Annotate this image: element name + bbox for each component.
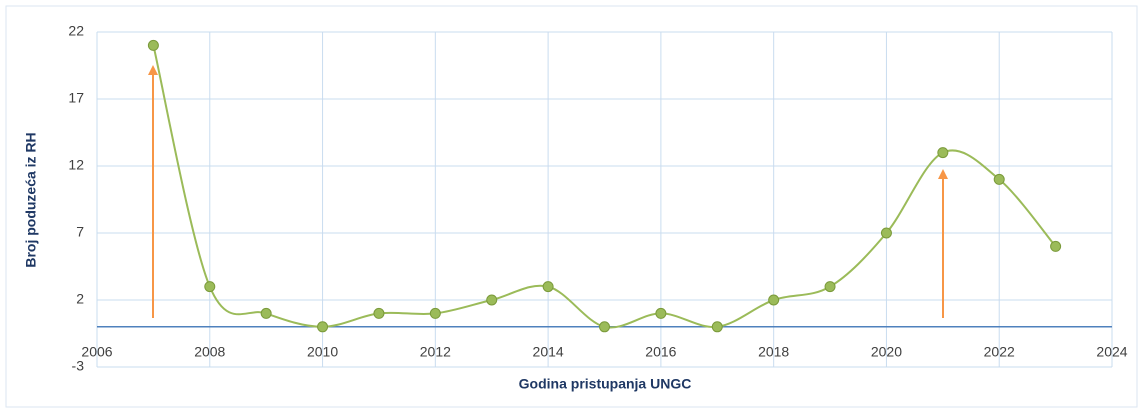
- chart-frame: [5, 5, 1138, 408]
- marker: [373, 307, 385, 319]
- x-tick-label: 2014: [533, 344, 564, 360]
- x-tick-label: 2012: [420, 344, 451, 360]
- x-tick-label: 2022: [984, 344, 1015, 360]
- x-tick-label: 2016: [645, 344, 676, 360]
- marker: [824, 281, 836, 293]
- x-tick-label: 2024: [1096, 344, 1127, 360]
- marker: [486, 294, 498, 306]
- y-tick-label: 2: [76, 291, 84, 307]
- marker: [937, 147, 949, 159]
- x-tick-label: 2008: [194, 344, 225, 360]
- marker: [429, 307, 441, 319]
- marker: [317, 321, 329, 333]
- y-tick-label: 12: [68, 157, 84, 173]
- x-tick-label: 2020: [871, 344, 902, 360]
- marker: [542, 281, 554, 293]
- marker: [993, 173, 1005, 185]
- marker: [1050, 240, 1062, 252]
- marker: [147, 39, 159, 51]
- marker: [260, 307, 272, 319]
- marker: [204, 281, 216, 293]
- x-tick-label: 2006: [81, 344, 112, 360]
- marker: [880, 227, 892, 239]
- y-tick-label: -3: [72, 358, 85, 374]
- y-axis-title: Broj poduzeća iz RH: [23, 132, 39, 267]
- y-tick-label: 17: [68, 90, 84, 106]
- marker: [655, 307, 667, 319]
- marker: [711, 321, 723, 333]
- marker: [768, 294, 780, 306]
- x-axis-title: Godina pristupanja UNGC: [519, 376, 692, 392]
- y-tick-label: 7: [76, 224, 84, 240]
- x-tick-label: 2010: [307, 344, 338, 360]
- x-tick-label: 2018: [758, 344, 789, 360]
- marker: [599, 321, 610, 333]
- grid: [96, 31, 1113, 368]
- y-tick-label: 22: [68, 23, 84, 39]
